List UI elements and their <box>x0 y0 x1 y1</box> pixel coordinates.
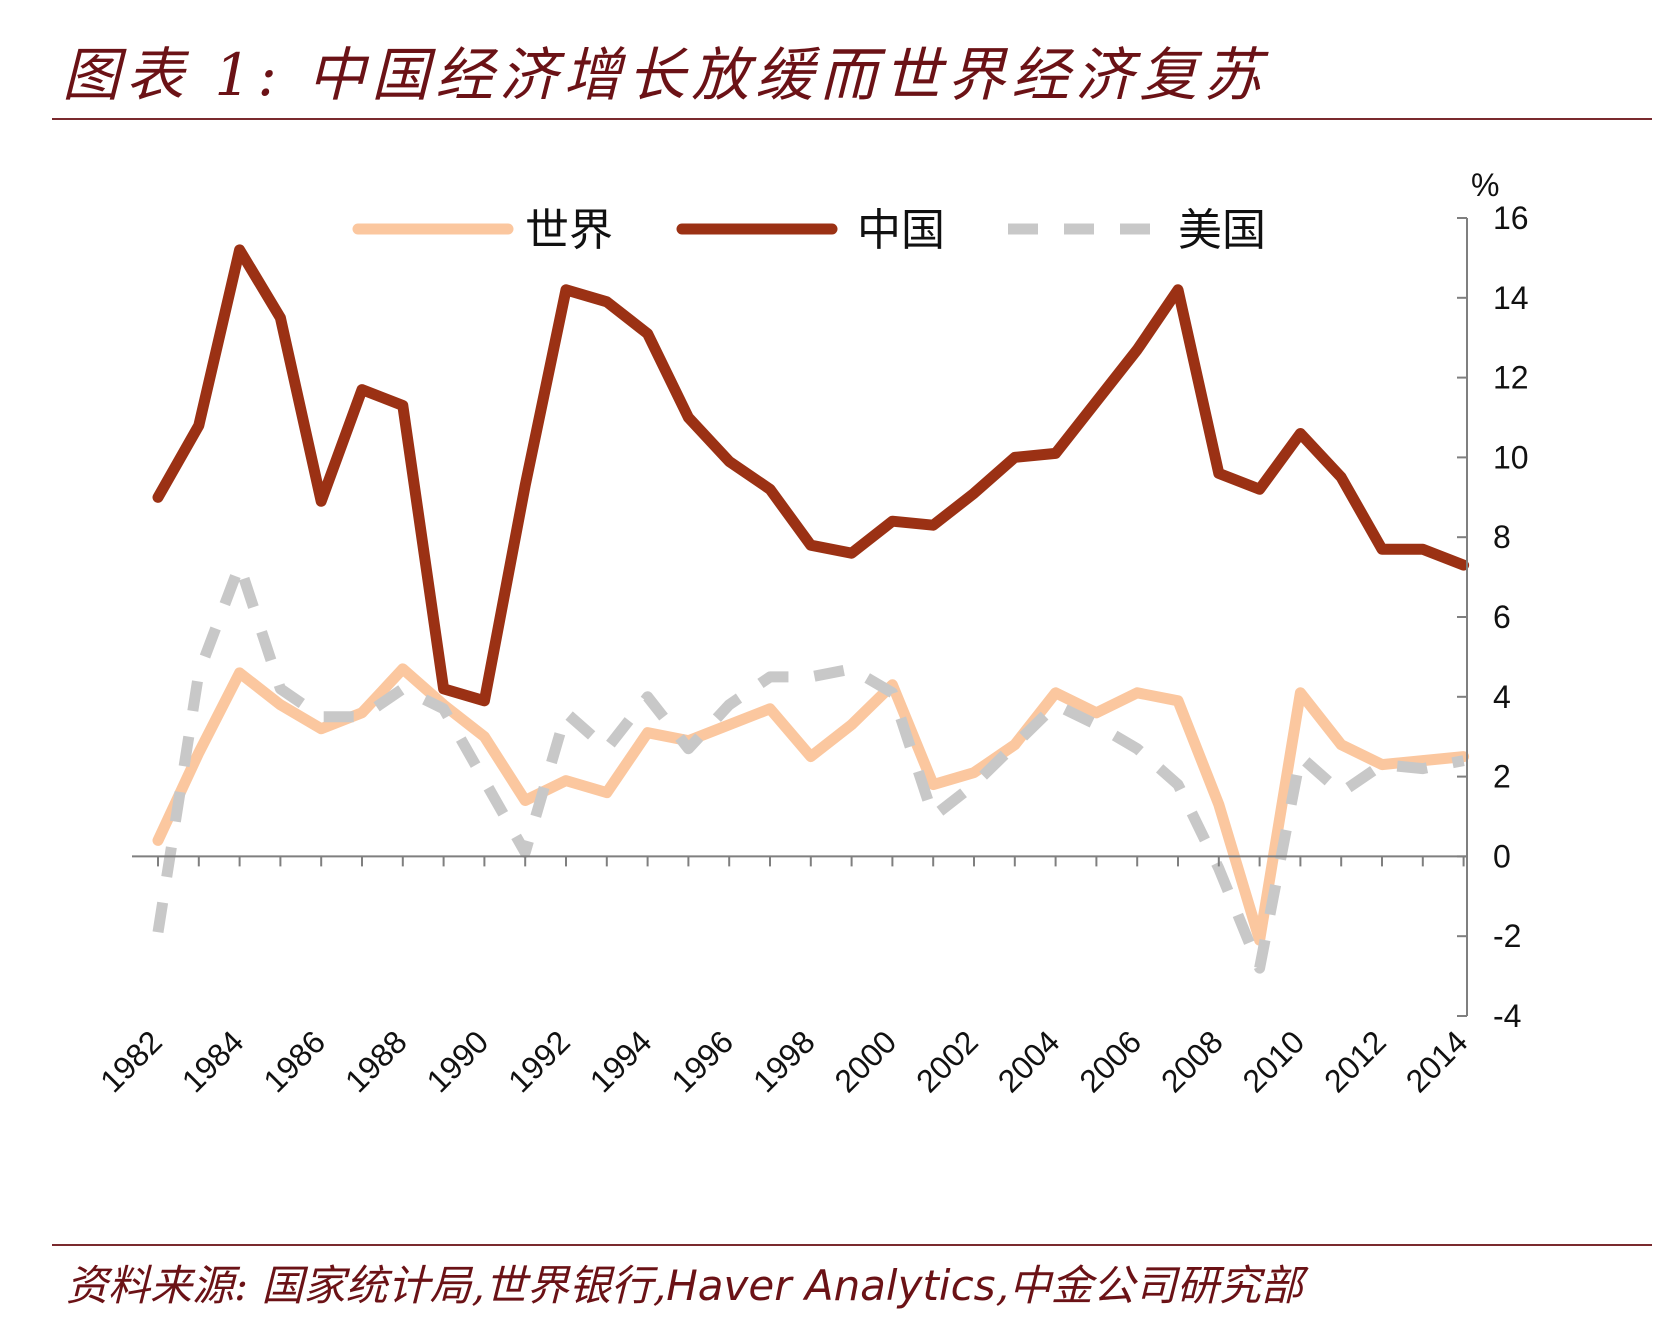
legend-label: 世界 <box>525 205 613 256</box>
source-note: 资料来源: 国家统计局,世界银行,Haver Analytics,中金公司研究部 <box>66 1252 1303 1313</box>
source-divider <box>52 1244 1652 1246</box>
y-tick-label: 0 <box>1493 838 1511 874</box>
x-tick-label: 1984 <box>175 1023 251 1099</box>
x-tick-label: 2006 <box>1072 1023 1148 1099</box>
y-tick-label: 8 <box>1493 519 1511 555</box>
x-tick-label: 2012 <box>1317 1023 1393 1099</box>
chart-title: 图表 1: 中国经济增长放缓而世界经济复苏 <box>62 41 1268 109</box>
title-divider <box>52 118 1652 120</box>
x-tick-label: 1996 <box>664 1023 740 1099</box>
source-suffix: ,中金公司研究部 <box>995 1261 1303 1310</box>
x-tick-label: 1992 <box>501 1023 577 1099</box>
y-tick-label: -4 <box>1493 998 1521 1034</box>
x-tick-label: 2010 <box>1236 1023 1312 1099</box>
chart-legend: 世界 中国 美国 <box>352 205 1266 256</box>
legend-label: 中国 <box>857 205 945 256</box>
series-line-china <box>152 244 1470 707</box>
x-tick-label: 2000 <box>828 1023 904 1099</box>
y-axis-unit: % <box>1471 167 1499 203</box>
x-tick-label: 1994 <box>583 1023 659 1099</box>
x-tick-label: 1990 <box>420 1023 496 1099</box>
x-tick-label: 1988 <box>338 1023 414 1099</box>
x-tick-label: 2004 <box>991 1023 1067 1099</box>
source-prefix: 资料来源: 国家统计局,世界银行, <box>66 1261 667 1310</box>
x-tick-label: 1982 <box>93 1023 169 1099</box>
y-tick-label: 4 <box>1493 679 1511 715</box>
x-tick-label: 1998 <box>746 1023 822 1099</box>
y-tick-label: 2 <box>1493 759 1511 795</box>
series-layer <box>152 244 1470 974</box>
x-tick-label: 1986 <box>256 1023 332 1099</box>
y-tick-label: -2 <box>1493 918 1521 954</box>
y-tick-label: 14 <box>1493 280 1529 316</box>
x-tick-label: 2002 <box>909 1023 985 1099</box>
y-tick-label: 16 <box>1493 200 1529 236</box>
x-tick-label: 2014 <box>1399 1023 1475 1099</box>
source-latin: Haver Analytics <box>666 1261 996 1310</box>
series-line-usa <box>152 559 1465 974</box>
x-tick-label: 2008 <box>1154 1023 1230 1099</box>
y-tick-label: 6 <box>1493 599 1511 635</box>
y-tick-label: 12 <box>1493 360 1529 396</box>
legend-label: 美国 <box>1178 205 1266 256</box>
y-tick-label: 10 <box>1493 439 1529 475</box>
series-line-world <box>152 663 1470 946</box>
